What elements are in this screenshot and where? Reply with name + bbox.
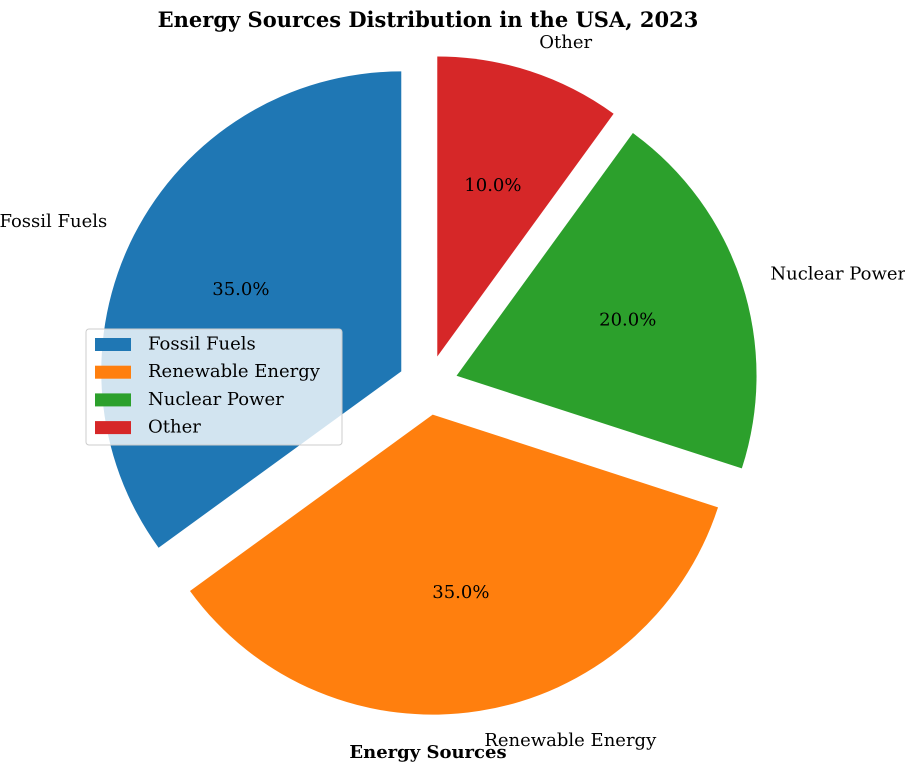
- legend-label-renewable-energy: Renewable Energy: [148, 361, 321, 382]
- x-axis-label: Energy Sources: [349, 742, 506, 763]
- slice-label-other: Other: [539, 32, 592, 53]
- legend-label-fossil-fuels: Fossil Fuels: [148, 334, 256, 355]
- pie-slice-other: [437, 56, 614, 357]
- percent-label-other: 10.0%: [464, 175, 521, 196]
- percent-label-fossil-fuels: 35.0%: [212, 279, 269, 300]
- legend-swatch-nuclear-power: [95, 393, 131, 407]
- legend-label-nuclear-power: Nuclear Power: [148, 389, 284, 410]
- pie-slice-renewable-energy: [189, 414, 719, 715]
- legend-swatch-renewable-energy: [95, 365, 131, 379]
- legend-swatch-fossil-fuels: [95, 338, 131, 351]
- legend-swatch-other: [95, 421, 131, 435]
- slice-label-nuclear-power: Nuclear Power: [770, 263, 905, 284]
- legend-frame: [85, 328, 343, 446]
- pie-slice-nuclear-power: [456, 133, 757, 469]
- slice-label-fossil-fuels: Fossil Fuels: [0, 211, 107, 232]
- chart-title: Energy Sources Distribution in the USA, …: [158, 7, 699, 32]
- slice-labels: Fossil Fuels 35.0% Renewable Energy 35.0% Nu…: [0, 32, 905, 751]
- slice-label-renewable-energy: Renewable Energy: [484, 730, 657, 751]
- legend-label-other: Other: [148, 417, 201, 438]
- legend: Fossil Fuels Renewable Energy Nuclear Powe…: [85, 328, 343, 446]
- percent-label-nuclear-power: 20.0%: [599, 310, 656, 331]
- percent-label-renewable-energy: 35.0%: [432, 582, 489, 603]
